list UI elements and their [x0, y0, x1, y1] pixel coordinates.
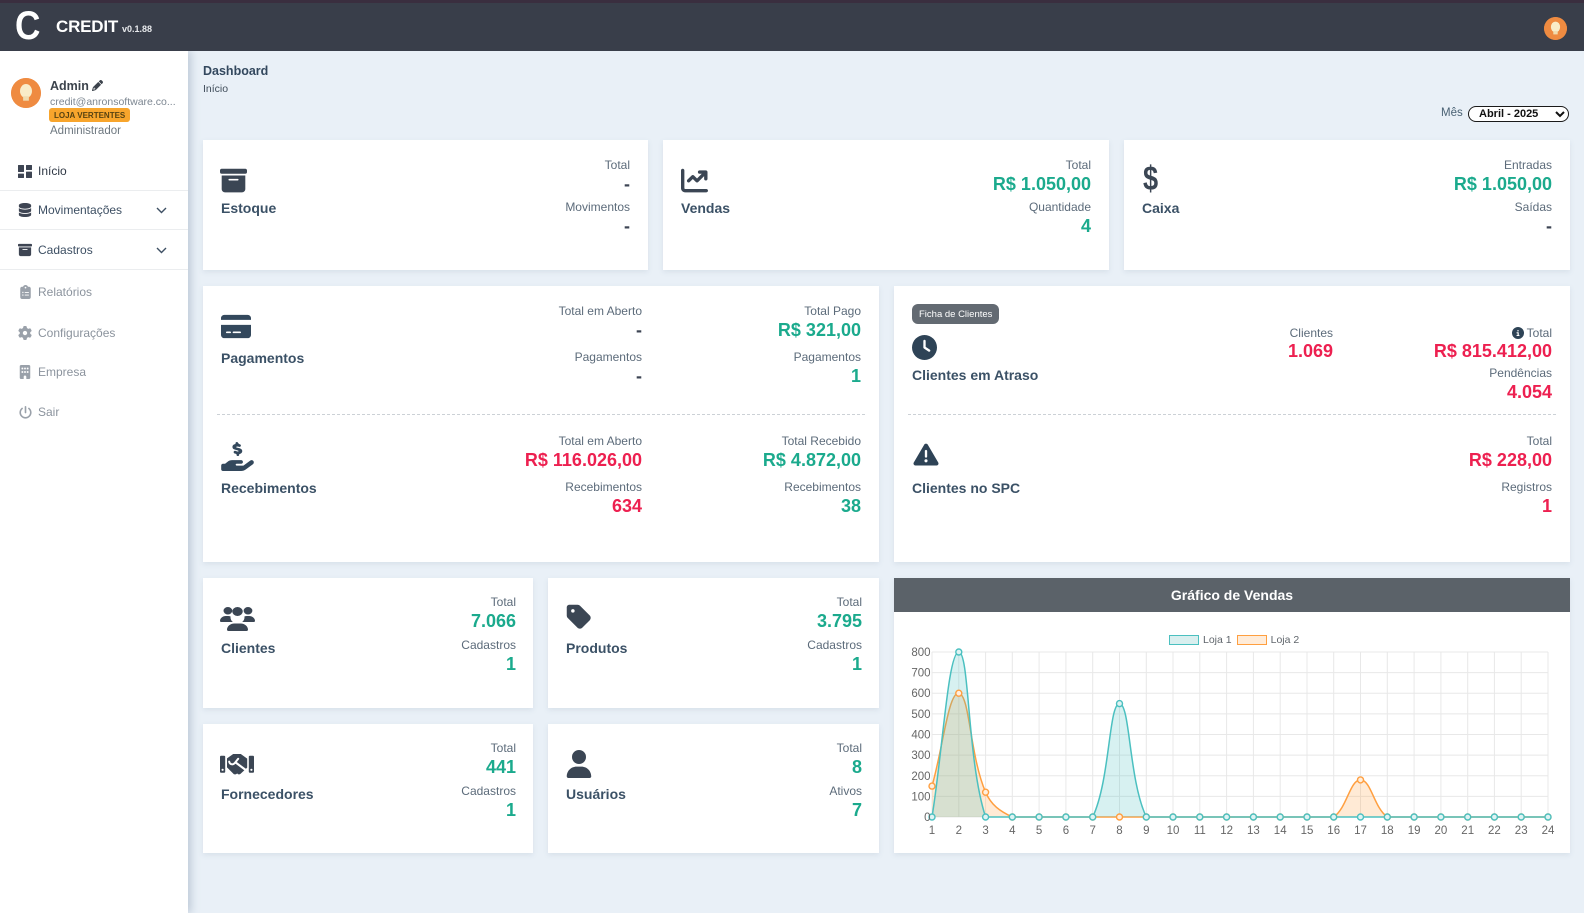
svg-text:19: 19 — [1408, 825, 1421, 837]
svg-text:9: 9 — [1143, 825, 1149, 837]
svg-text:16: 16 — [1327, 825, 1340, 837]
svg-text:22: 22 — [1488, 825, 1501, 837]
svg-text:300: 300 — [911, 750, 930, 762]
svg-text:500: 500 — [911, 709, 930, 721]
svg-text:11: 11 — [1194, 825, 1206, 837]
svg-text:7: 7 — [1089, 825, 1095, 837]
svg-text:5: 5 — [1036, 825, 1042, 837]
svg-text:24: 24 — [1542, 825, 1555, 837]
svg-text:23: 23 — [1515, 825, 1528, 837]
svg-text:200: 200 — [911, 771, 930, 783]
svg-text:2: 2 — [956, 825, 962, 837]
svg-text:3: 3 — [982, 825, 988, 837]
svg-text:8: 8 — [1116, 825, 1122, 837]
svg-text:400: 400 — [911, 730, 930, 742]
svg-text:18: 18 — [1381, 825, 1394, 837]
svg-text:17: 17 — [1354, 825, 1367, 837]
svg-text:14: 14 — [1274, 825, 1287, 837]
svg-text:12: 12 — [1220, 825, 1233, 837]
svg-text:600: 600 — [911, 688, 930, 700]
svg-text:4: 4 — [1009, 825, 1016, 837]
svg-text:700: 700 — [911, 668, 930, 680]
svg-text:20: 20 — [1435, 825, 1448, 837]
svg-text:0: 0 — [924, 812, 930, 824]
svg-text:10: 10 — [1167, 825, 1180, 837]
svg-text:100: 100 — [911, 791, 930, 803]
svg-text:1: 1 — [929, 825, 935, 837]
svg-text:21: 21 — [1461, 825, 1474, 837]
svg-text:15: 15 — [1301, 825, 1314, 837]
svg-text:6: 6 — [1063, 825, 1069, 837]
svg-text:800: 800 — [911, 647, 930, 659]
svg-text:13: 13 — [1247, 825, 1260, 837]
